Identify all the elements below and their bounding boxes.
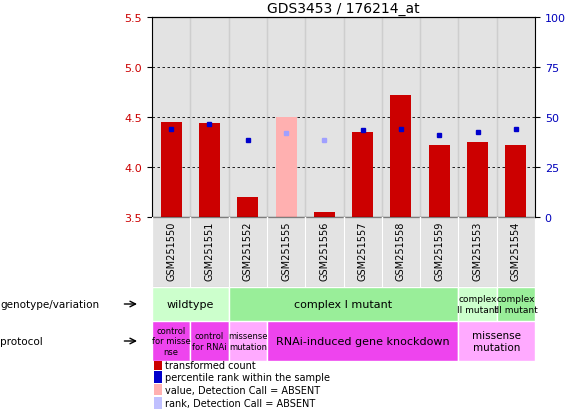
Bar bbox=[497, 218, 535, 287]
Bar bbox=[160, 123, 182, 218]
Bar bbox=[429, 146, 450, 218]
Text: protocol: protocol bbox=[0, 336, 43, 346]
Text: GSM251555: GSM251555 bbox=[281, 221, 291, 280]
Bar bbox=[458, 18, 497, 218]
Text: GSM251552: GSM251552 bbox=[243, 221, 253, 280]
Title: GDS3453 / 176214_at: GDS3453 / 176214_at bbox=[267, 2, 420, 16]
Bar bbox=[497, 18, 535, 218]
Text: RNAi-induced gene knockdown: RNAi-induced gene knockdown bbox=[276, 336, 450, 346]
Bar bbox=[152, 287, 229, 321]
Bar bbox=[229, 287, 458, 321]
Text: GSM251558: GSM251558 bbox=[396, 221, 406, 280]
Bar bbox=[267, 321, 458, 361]
Bar bbox=[152, 218, 190, 287]
Bar bbox=[267, 218, 305, 287]
Bar bbox=[458, 321, 535, 361]
Text: control
for misse
nse: control for misse nse bbox=[152, 326, 190, 356]
Bar bbox=[199, 124, 220, 218]
Bar bbox=[382, 18, 420, 218]
Text: percentile rank within the sample: percentile rank within the sample bbox=[166, 372, 331, 382]
Bar bbox=[154, 397, 162, 409]
Text: GSM251550: GSM251550 bbox=[166, 221, 176, 280]
Text: GSM251557: GSM251557 bbox=[358, 221, 368, 280]
Bar bbox=[505, 146, 527, 218]
Bar bbox=[420, 18, 458, 218]
Text: missense
mutation: missense mutation bbox=[228, 332, 267, 351]
Bar bbox=[390, 96, 411, 218]
Text: value, Detection Call = ABSENT: value, Detection Call = ABSENT bbox=[166, 385, 320, 395]
Bar bbox=[152, 18, 190, 218]
Bar bbox=[305, 218, 344, 287]
Text: GSM251556: GSM251556 bbox=[319, 221, 329, 280]
Bar bbox=[420, 218, 458, 287]
Text: GSM251554: GSM251554 bbox=[511, 221, 521, 280]
Text: missense
mutation: missense mutation bbox=[472, 330, 521, 352]
Bar bbox=[190, 218, 229, 287]
Bar bbox=[267, 18, 305, 218]
Bar bbox=[458, 218, 497, 287]
Bar bbox=[276, 118, 297, 218]
Text: GSM251553: GSM251553 bbox=[472, 221, 483, 280]
Bar bbox=[344, 18, 382, 218]
Bar bbox=[344, 218, 382, 287]
Text: wildtype: wildtype bbox=[167, 299, 214, 309]
Bar bbox=[305, 18, 344, 218]
Bar bbox=[458, 287, 497, 321]
Bar bbox=[154, 372, 162, 383]
Text: complex I mutant: complex I mutant bbox=[294, 299, 393, 309]
Bar bbox=[154, 359, 162, 370]
Text: genotype/variation: genotype/variation bbox=[0, 299, 99, 309]
Text: complex
III mutant: complex III mutant bbox=[494, 294, 538, 314]
Bar bbox=[497, 287, 535, 321]
Text: GSM251559: GSM251559 bbox=[434, 221, 444, 280]
Text: GSM251551: GSM251551 bbox=[205, 221, 215, 280]
Bar bbox=[237, 197, 258, 218]
Bar bbox=[154, 384, 162, 395]
Text: complex
II mutant: complex II mutant bbox=[457, 294, 498, 314]
Bar bbox=[467, 142, 488, 218]
Text: control
for RNAi: control for RNAi bbox=[192, 332, 227, 351]
Text: rank, Detection Call = ABSENT: rank, Detection Call = ABSENT bbox=[166, 398, 316, 408]
Bar bbox=[190, 18, 229, 218]
Bar bbox=[229, 321, 267, 361]
Bar bbox=[352, 133, 373, 218]
Bar bbox=[152, 321, 190, 361]
Bar bbox=[190, 321, 229, 361]
Bar bbox=[382, 218, 420, 287]
Bar bbox=[314, 212, 335, 218]
Bar bbox=[229, 18, 267, 218]
Text: transformed count: transformed count bbox=[166, 360, 256, 370]
Bar bbox=[229, 218, 267, 287]
